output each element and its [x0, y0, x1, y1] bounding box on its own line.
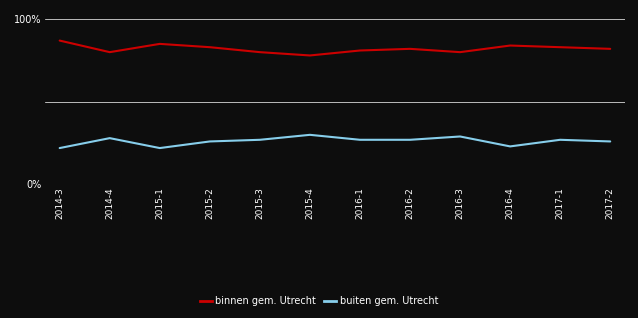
Legend: binnen gem. Utrecht, buiten gem. Utrecht: binnen gem. Utrecht, buiten gem. Utrecht — [196, 292, 442, 310]
